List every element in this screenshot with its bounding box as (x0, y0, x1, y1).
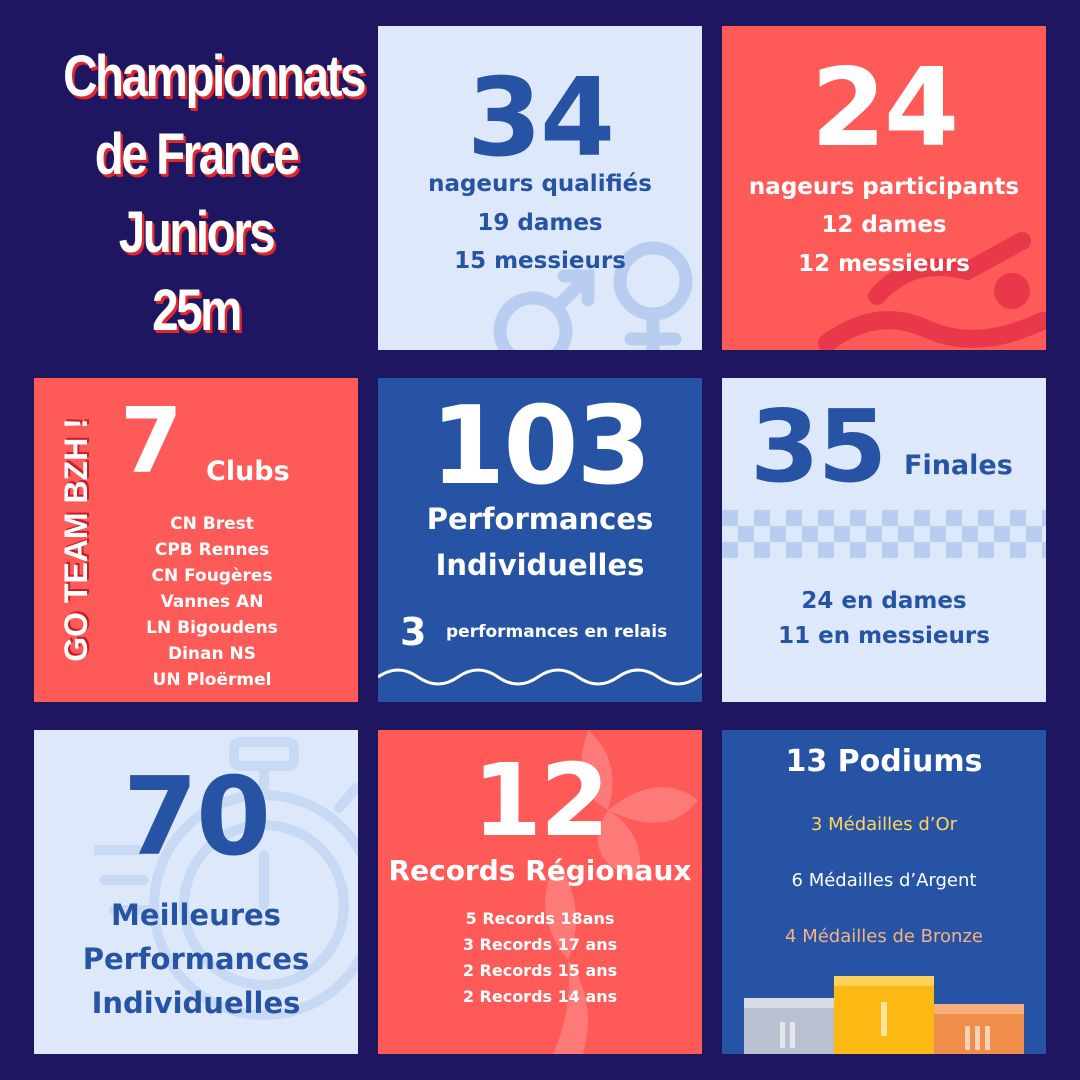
club-item: CN Fougères (151, 566, 273, 586)
best-line-2: Performances (82, 942, 310, 976)
relay-number: 3 (400, 610, 427, 654)
best-number: 70 (122, 755, 271, 880)
bronze-medals: 4 Médailles de Bronze (785, 926, 983, 947)
record-item: 2 Records 15 ans (462, 961, 618, 980)
club-item: UN Ploërmel (152, 670, 272, 690)
page-title: Championnats de France Juniors 25m (34, 38, 366, 350)
title-line-4: 25m (152, 278, 242, 343)
qualified-men: 15 messieurs (454, 248, 626, 274)
ermine-icon (545, 730, 698, 1054)
club-item: CPB Rennes (154, 540, 270, 560)
performances-line-2: Individuelles (435, 548, 645, 582)
clubs-list: CN Brest CPB Rennes CN Fougères Vannes A… (112, 511, 312, 693)
record-item: 3 Records 17 ans (462, 935, 618, 954)
performances-number: 103 (430, 384, 651, 509)
clubs-tile: GO TEAM BZH ! 7 Clubs CN Brest CPB Renne… (34, 378, 358, 702)
record-item: 5 Records 18ans (465, 909, 615, 928)
qualified-label: nageurs qualifiés (428, 171, 652, 197)
club-item: CN Brest (170, 514, 254, 534)
silver-medals: 6 Médailles d’Argent (791, 870, 977, 891)
qualified-women: 19 dames (477, 210, 603, 236)
best-line-1: Meilleures (111, 898, 281, 932)
title-line-3: Juniors (118, 200, 276, 265)
title-line-1: Championnats (63, 44, 366, 109)
finals-men: 11 en messieurs (778, 623, 990, 649)
gold-medals: 3 Médailles d’Or (810, 814, 958, 835)
records-number: 12 (472, 742, 609, 859)
performances-tile: 103 Performances Individuelles 3 perform… (378, 378, 702, 702)
club-item: Dinan NS (167, 644, 256, 664)
clubs-label: Clubs (206, 456, 290, 487)
finals-tile: 35 Finales 24 en dames 11 en messieurs (722, 378, 1046, 702)
records-tile: 12 Records Régionaux 5 Records 18ans 3 R… (378, 730, 702, 1054)
podiums-tile: 13 Podiums 3 Médailles d’Or 6 Médailles … (722, 730, 1046, 1054)
finals-number: 35 (750, 388, 887, 505)
podium-icon (744, 976, 1024, 1054)
relay-label: performances en relais (446, 622, 668, 642)
clubs-number: 7 (120, 389, 183, 494)
slogan: GO TEAM BZH ! (58, 418, 94, 662)
club-item: Vannes AN (160, 592, 264, 612)
wave-icon (378, 668, 702, 686)
participants-tile: 24 nageurs participants 12 dames 12 mess… (722, 26, 1046, 350)
best-line-3: Individuelles (91, 986, 301, 1020)
checkered-flag-icon (722, 510, 1046, 558)
records-list: 5 Records 18ans 3 Records 17 ans 2 Recor… (378, 906, 702, 1010)
participants-women: 12 dames (821, 212, 947, 238)
best-tile: 70 Meilleures Performances Individuelles (34, 730, 358, 1054)
participants-men: 12 messieurs (798, 251, 970, 277)
swimmer-icon (818, 232, 1046, 350)
records-label: Records Régionaux (388, 854, 692, 887)
qualified-number: 34 (466, 56, 615, 181)
title-line-2: de France (94, 122, 300, 187)
club-item: LN Bigoudens (146, 618, 278, 638)
participants-number: 24 (810, 46, 959, 171)
gender-symbols-icon (493, 241, 693, 350)
performances-line-1: Performances (426, 502, 654, 536)
stopwatch-icon (94, 737, 358, 1020)
participants-label: nageurs participants (748, 174, 1020, 200)
record-item: 2 Records 14 ans (462, 987, 618, 1006)
qualified-tile: 34 nageurs qualifiés 19 dames 15 messieu… (378, 26, 702, 350)
finals-label: Finales (904, 450, 1013, 481)
podiums-title: 13 Podiums (785, 744, 983, 779)
finals-women: 24 en dames (801, 588, 967, 614)
